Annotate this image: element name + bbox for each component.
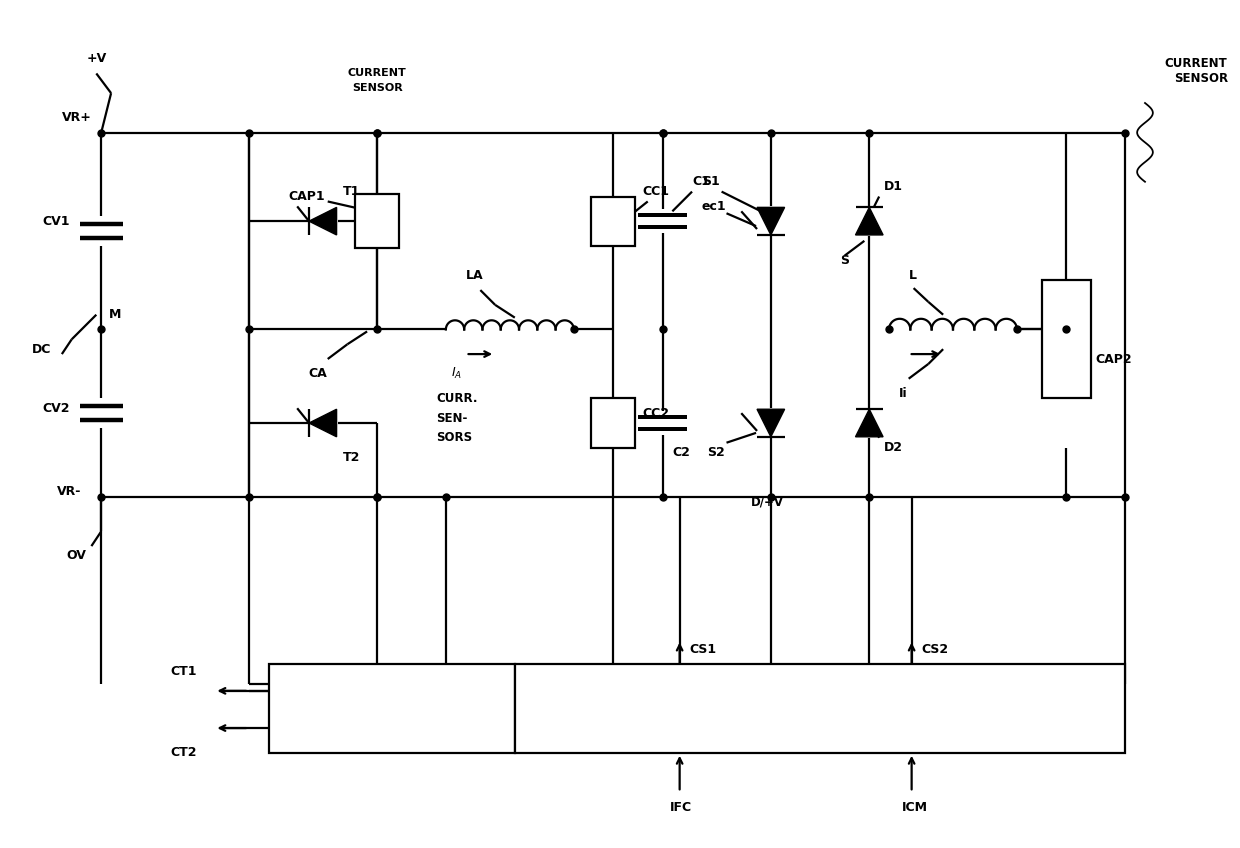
Text: T2: T2 — [342, 451, 360, 464]
Text: CT2: CT2 — [170, 746, 197, 759]
Bar — [355, 194, 399, 248]
Text: $I_A$: $I_A$ — [451, 366, 461, 382]
Text: CURR.: CURR. — [436, 392, 477, 404]
Text: Ii: Ii — [899, 387, 908, 400]
Text: SORS: SORS — [436, 432, 472, 444]
Bar — [1042, 280, 1091, 399]
Polygon shape — [309, 208, 336, 235]
Polygon shape — [758, 208, 785, 235]
Text: CAP2: CAP2 — [1096, 353, 1132, 365]
Text: T1: T1 — [342, 185, 360, 198]
Text: D1: D1 — [884, 180, 903, 193]
Text: S2: S2 — [707, 446, 724, 459]
Polygon shape — [856, 208, 883, 235]
Text: C1: C1 — [692, 176, 711, 188]
Text: DC: DC — [32, 343, 52, 355]
Text: L: L — [909, 269, 916, 282]
Text: SENSOR: SENSOR — [352, 83, 403, 93]
Text: CC2: CC2 — [642, 407, 670, 420]
Bar — [591, 197, 635, 246]
Text: CAP1: CAP1 — [289, 190, 325, 203]
Text: VR-: VR- — [57, 485, 82, 499]
Text: SENSOR: SENSOR — [1174, 72, 1229, 85]
Text: CURRENT: CURRENT — [1164, 57, 1228, 70]
Text: LA: LA — [465, 269, 484, 282]
Text: IFC: IFC — [670, 801, 692, 813]
Text: CIRCUIT: CIRCUIT — [362, 724, 422, 737]
Text: +V: +V — [87, 53, 107, 65]
Text: D C M: D C M — [795, 701, 844, 716]
Text: CS2: CS2 — [921, 643, 949, 656]
Text: SEN-: SEN- — [436, 411, 467, 425]
Bar — [591, 399, 635, 448]
Text: OV: OV — [67, 550, 87, 562]
Text: C2: C2 — [672, 446, 691, 459]
Polygon shape — [309, 410, 336, 437]
Text: D/+V: D/+V — [751, 495, 784, 508]
Text: ec1: ec1 — [702, 200, 727, 213]
Text: S: S — [839, 254, 848, 267]
Text: CURRENT: CURRENT — [347, 69, 407, 79]
Text: VR+: VR+ — [62, 111, 92, 125]
Text: CONTROL: CONTROL — [356, 693, 428, 706]
Text: ICM: ICM — [901, 801, 928, 813]
Text: M: M — [109, 308, 122, 321]
Text: CC1: CC1 — [642, 185, 670, 198]
Text: D2: D2 — [884, 441, 903, 455]
Text: CT1: CT1 — [170, 665, 197, 678]
Bar — [515, 664, 1126, 753]
Polygon shape — [856, 410, 883, 437]
Text: CV1: CV1 — [42, 215, 69, 227]
Text: S1: S1 — [702, 176, 719, 188]
Text: CA: CA — [308, 367, 327, 380]
Text: CS1: CS1 — [689, 643, 717, 656]
Text: CV2: CV2 — [42, 402, 69, 415]
Polygon shape — [758, 410, 785, 437]
Bar — [269, 664, 515, 753]
